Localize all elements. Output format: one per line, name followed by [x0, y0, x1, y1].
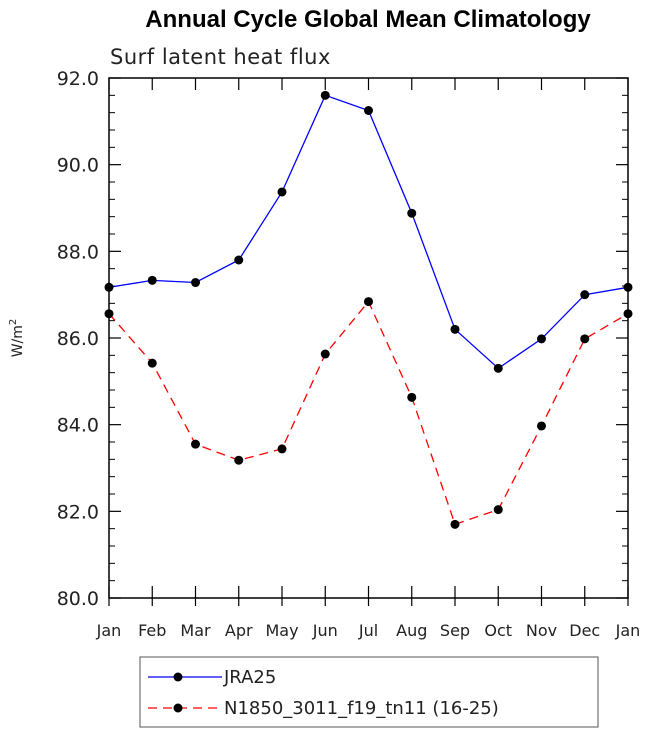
y-tick-label: 92.0 [57, 68, 99, 90]
data-point-series-1 [407, 208, 417, 218]
x-tick-label: May [265, 621, 298, 640]
chart-title: Annual Cycle Global Mean Climatology [145, 6, 591, 33]
x-tick-label: Apr [225, 621, 253, 640]
x-tick-label: Sep [440, 621, 470, 640]
data-point-series-1 [234, 255, 244, 265]
x-tick-label: Jun [312, 621, 338, 640]
y-tick-label: 82.0 [57, 501, 99, 523]
legend-marker-2 [173, 703, 183, 713]
x-tick-label: Mar [180, 621, 211, 640]
data-point-series-1 [277, 187, 287, 197]
data-point-series-1 [493, 363, 503, 373]
data-point-series-2 [104, 309, 114, 319]
y-tick-label: 90.0 [57, 155, 99, 177]
data-point-series-2 [277, 444, 287, 454]
data-point-series-1 [147, 275, 157, 285]
data-point-series-1 [537, 334, 546, 344]
data-point-series-1 [450, 324, 460, 334]
series-layer [104, 90, 633, 529]
data-point-series-2 [450, 519, 460, 529]
legend-box [139, 656, 599, 728]
data-point-series-2 [580, 334, 590, 344]
y-tick-label: 88.0 [57, 241, 99, 263]
x-tick-label: Jul [358, 621, 378, 640]
legend: JRA25 N1850_3011_f19_tn11 (16-25) [139, 656, 599, 728]
legend-label-1: JRA25 [223, 667, 276, 688]
data-point-series-1 [580, 290, 590, 300]
data-point-series-2 [320, 349, 330, 359]
y-tick-label: 86.0 [57, 328, 99, 350]
data-point-series-2 [407, 392, 417, 402]
legend-marker-1 [173, 672, 183, 682]
data-point-series-1 [191, 278, 200, 288]
y-tick-label: 84.0 [57, 415, 99, 437]
x-tick-label: Jan [96, 621, 122, 640]
x-tick-label: Feb [138, 621, 166, 640]
x-tick-label: Dec [569, 621, 600, 640]
data-point-series-1 [623, 282, 633, 292]
data-point-series-2 [191, 439, 200, 449]
x-tick-label: Nov [526, 621, 557, 640]
data-point-series-2 [364, 297, 373, 307]
legend-label-2: N1850_3011_f19_tn11 (16-25) [224, 698, 499, 719]
data-point-series-1 [320, 90, 330, 100]
data-point-series-2 [623, 309, 633, 319]
x-tick-label: Oct [484, 621, 512, 640]
data-point-series-2 [147, 358, 157, 368]
y-tick-label: 80.0 [57, 588, 99, 610]
x-tick-label: Jan [615, 621, 641, 640]
chart-subtitle: Surf latent heat flux [110, 45, 331, 69]
series-line-1 [108, 94, 629, 370]
data-point-series-1 [104, 282, 114, 292]
data-point-series-2 [493, 505, 503, 515]
y-axis-label: W/m2 [8, 319, 26, 358]
data-point-series-2 [537, 421, 546, 431]
series-line-2 [108, 300, 629, 526]
data-point-series-2 [234, 455, 244, 465]
plot-frame [108, 77, 629, 599]
data-point-series-1 [364, 106, 373, 115]
x-tick-label: Aug [396, 621, 427, 640]
axes: 80.0 82.0 84.0 86.0 88.0 90.0 92.0 Jan Feb Mar Apr… [57, 68, 641, 640]
